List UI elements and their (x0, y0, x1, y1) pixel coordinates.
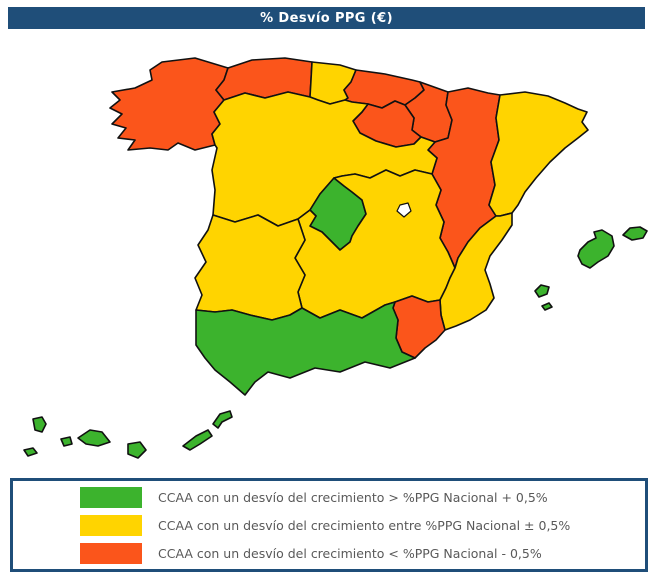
region-andalucia[interactable] (195, 301, 416, 396)
region-canarias[interactable] (23, 410, 233, 459)
region-cataluna[interactable] (488, 91, 589, 217)
legend-row-above: CCAA con un desvío del crecimiento > %PP… (13, 483, 645, 511)
region-galicia[interactable] (109, 57, 229, 151)
legend-row-below: CCAA con un desvío del crecimiento < %PP… (13, 539, 645, 567)
legend-row-within: CCAA con un desvío del crecimiento entre… (13, 511, 645, 539)
legend-label-above: CCAA con un desvío del crecimiento > %PP… (158, 489, 548, 505)
legend-label-below: CCAA con un desvío del crecimiento < %PP… (158, 545, 542, 561)
map-legend: CCAA con un desvío del crecimiento > %PP… (10, 478, 648, 572)
legend-swatch-orange (80, 542, 142, 564)
unfilled-enclave (396, 202, 412, 218)
chart-title: % Desvío PPG (€) (8, 7, 645, 29)
region-extremadura[interactable] (194, 214, 306, 321)
legend-swatch-green (80, 486, 142, 508)
legend-swatch-yellow (80, 514, 142, 536)
region-baleares[interactable] (534, 226, 648, 311)
legend-label-within: CCAA con un desvío del crecimiento entre… (158, 517, 571, 533)
region-valencia[interactable] (439, 212, 513, 331)
